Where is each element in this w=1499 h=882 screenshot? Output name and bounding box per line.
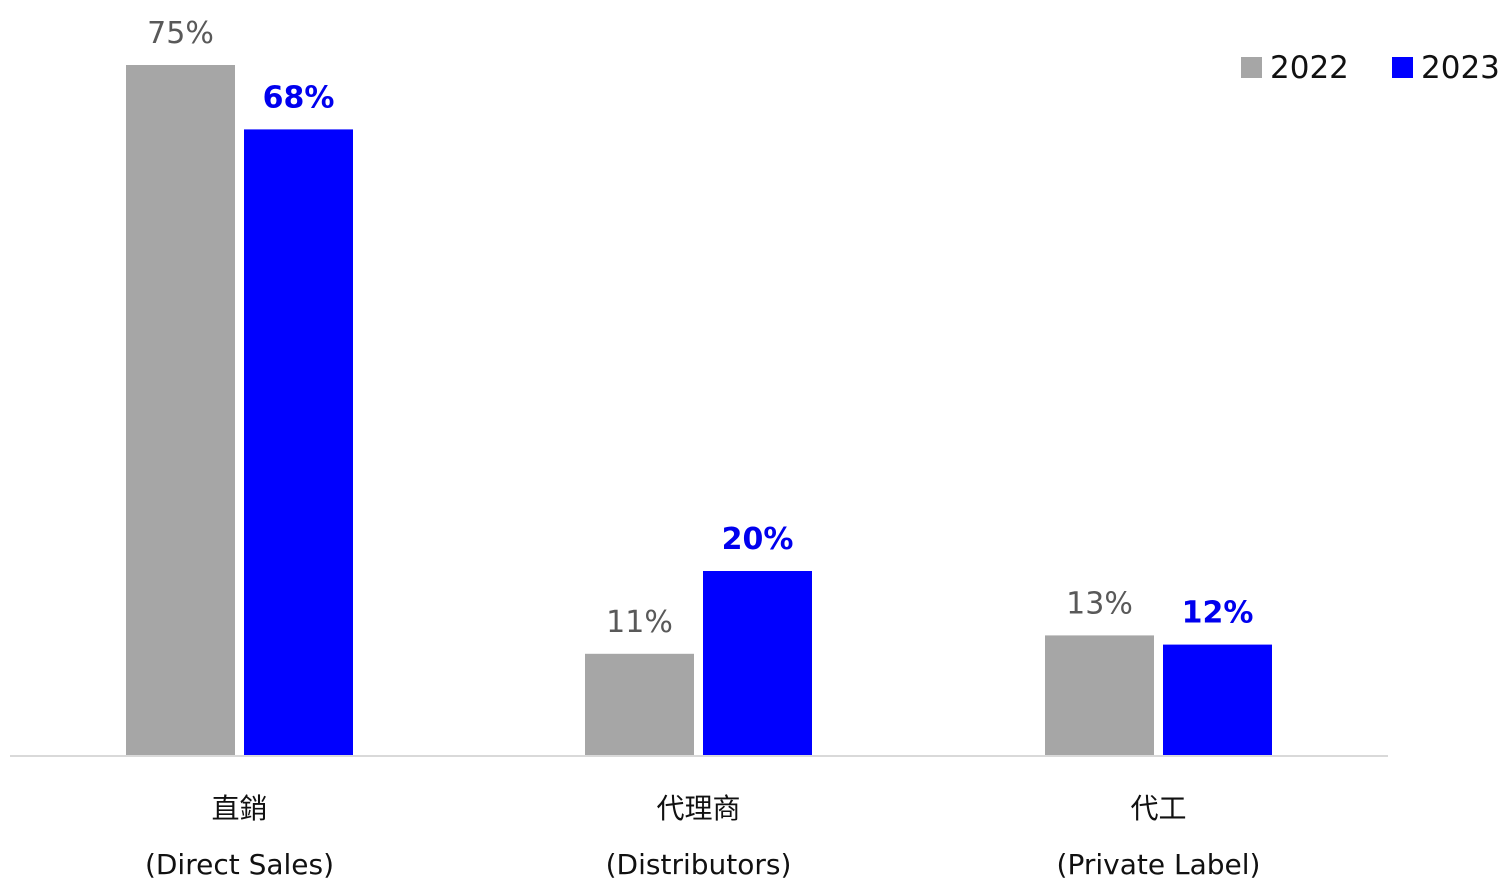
category-label-0-line2: (Direct Sales) bbox=[145, 848, 334, 881]
legend-label-2023: 2023 bbox=[1421, 50, 1499, 86]
value-label-2023-2: 12% bbox=[1182, 596, 1254, 631]
value-label-2023-1: 20% bbox=[722, 522, 794, 557]
bar-2022-0 bbox=[126, 65, 235, 755]
value-label-2022-2: 13% bbox=[1066, 586, 1133, 621]
legend-swatch-2022 bbox=[1241, 57, 1262, 78]
value-label-2022-1: 11% bbox=[606, 605, 673, 640]
category-label-2-line2: (Private Label) bbox=[1057, 848, 1261, 881]
value-label-2023-0: 68% bbox=[263, 80, 335, 115]
value-labels-layer: 75% 68% 11% 20% 13% 12% bbox=[147, 16, 1253, 640]
bar-2022-2 bbox=[1045, 635, 1154, 755]
legend-label-2022: 2022 bbox=[1270, 50, 1349, 86]
bar-2023-0 bbox=[244, 129, 353, 755]
category-label-1-line2: (Distributors) bbox=[606, 848, 792, 881]
category-label-1-line1: 代理商 bbox=[656, 792, 740, 825]
value-label-2022-0: 75% bbox=[147, 16, 214, 51]
category-label-2-line1: 代工 bbox=[1130, 792, 1186, 825]
bar-2023-1 bbox=[703, 571, 812, 755]
bar-2023-2 bbox=[1163, 644, 1272, 755]
category-labels-layer: 直銷 (Direct Sales) 代理商 (Distributors) 代工 (Priv… bbox=[145, 792, 1261, 881]
legend-swatch-2023 bbox=[1392, 57, 1413, 78]
legend: 2022 2023 bbox=[1241, 50, 1499, 86]
bars-layer bbox=[126, 65, 1272, 755]
category-label-0-line1: 直銷 bbox=[211, 792, 267, 825]
bar-2022-1 bbox=[585, 653, 694, 755]
